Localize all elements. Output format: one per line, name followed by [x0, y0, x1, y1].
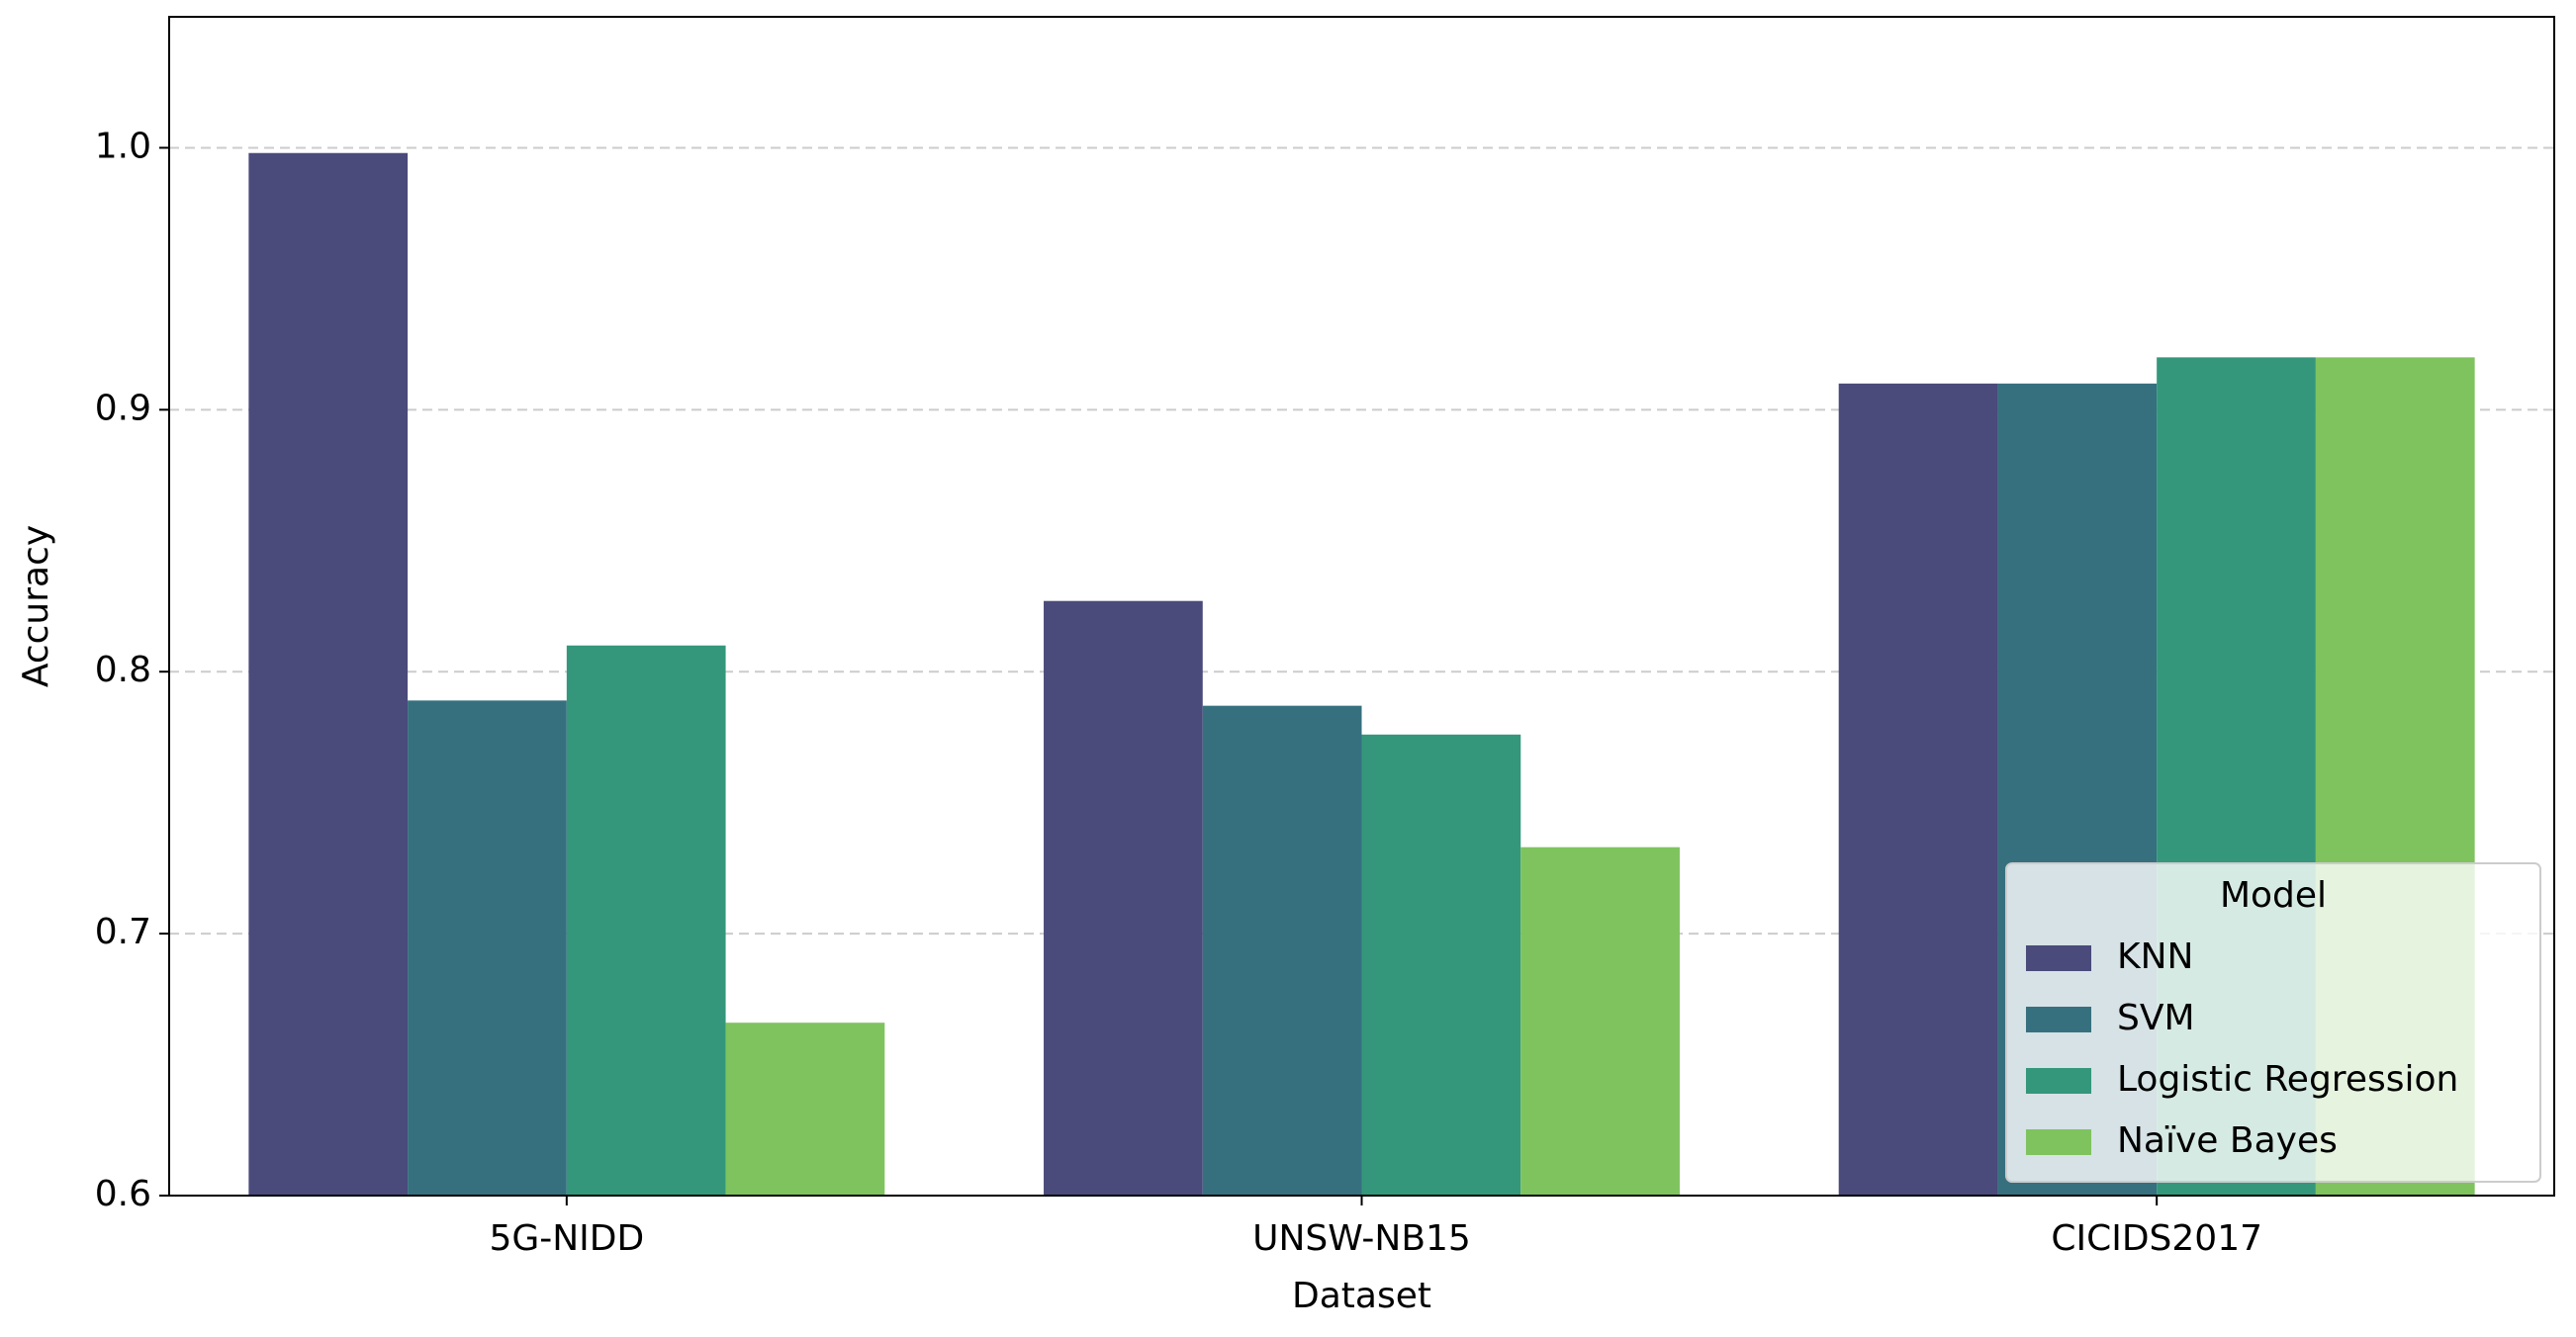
bar	[566, 645, 726, 1196]
legend-label: SVM	[2117, 998, 2195, 1038]
bar	[1361, 734, 1521, 1196]
x-tick-label: CICIDS2017	[2051, 1218, 2262, 1259]
x-axis-label: Dataset	[1292, 1276, 1431, 1316]
bar	[248, 152, 409, 1197]
y-tick-label: 0.7	[95, 912, 151, 952]
bar	[408, 700, 567, 1196]
bar	[1520, 847, 1680, 1196]
legend-swatch	[2026, 1068, 2091, 1094]
x-tick-label: 5G-NIDD	[489, 1218, 644, 1259]
legend-swatch	[2026, 1007, 2091, 1032]
legend-label: Naïve Bayes	[2117, 1120, 2338, 1161]
legend-title: Model	[2220, 875, 2327, 916]
y-tick-label: 0.6	[95, 1174, 151, 1214]
legend-swatch	[2026, 1129, 2091, 1155]
legend: Model KNN SVM Logistic Regression Naïve Baye…	[2005, 862, 2541, 1183]
y-tick-label: 0.9	[95, 388, 151, 428]
legend-swatch	[2026, 945, 2091, 971]
bar	[1044, 600, 1203, 1196]
y-tick-label: 1.0	[95, 126, 151, 166]
plot-frame	[168, 16, 2555, 1197]
legend-box	[2005, 862, 2541, 1183]
legend-label: KNN	[2117, 936, 2193, 977]
y-tick-label: 0.8	[95, 650, 151, 690]
bar	[1202, 705, 1362, 1196]
x-tick-label: UNSW-NB15	[1252, 1218, 1471, 1259]
legend-label: Logistic Regression	[2117, 1059, 2458, 1100]
y-axis-label: Accuracy	[16, 525, 56, 687]
bar	[725, 1023, 885, 1196]
bar	[1838, 383, 1998, 1196]
